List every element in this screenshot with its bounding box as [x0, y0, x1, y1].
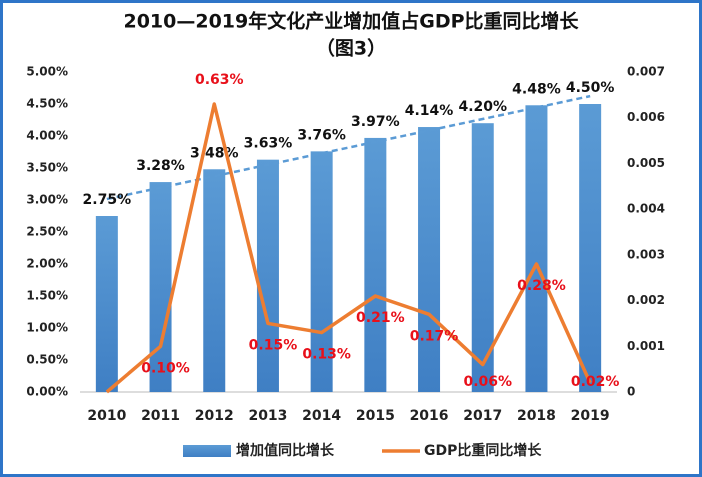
y-tick-label: 3.00% [26, 193, 68, 207]
x-tick-label: 2011 [141, 408, 180, 424]
bar-value-label: 4.48% [512, 81, 561, 97]
y2-tick-label: 0.001 [627, 339, 665, 353]
bar-value-label: 3.28% [136, 158, 185, 174]
x-tick-label: 2013 [248, 408, 287, 424]
bar-value-label: 4.20% [458, 99, 507, 115]
bar-value-label: 4.50% [566, 80, 615, 96]
line-value-label: 0.21% [356, 310, 405, 326]
line-value-label: 0.13% [302, 347, 351, 363]
bar [203, 169, 226, 392]
x-tick-label: 2019 [571, 408, 610, 424]
y-tick-label: 5.00% [26, 65, 68, 79]
y2-tick-label: 0.006 [627, 110, 665, 124]
y-tick-label: 1.50% [26, 289, 68, 303]
y2-tick-label: 0.005 [627, 156, 665, 170]
x-tick-label: 2017 [463, 408, 502, 424]
bar-value-label: 2.75% [83, 192, 132, 208]
line-value-label: 0.63% [195, 72, 244, 88]
x-tick-label: 2015 [356, 408, 395, 424]
line [105, 102, 592, 394]
x-tick-label: 2018 [517, 408, 556, 424]
y2-tick-label: 0 [627, 385, 635, 399]
line-value-label: 0.10% [141, 360, 190, 376]
bar [418, 127, 441, 392]
y2-tick-label: 0.002 [627, 293, 665, 307]
chart-title: 2010—2019年文化产业增加值占GDP比重同比增长 [123, 10, 579, 33]
line-value-label: 0.02% [571, 374, 620, 390]
y-tick-label: 2.50% [26, 225, 68, 239]
bar [149, 182, 172, 392]
y-tick-label: 3.50% [26, 161, 68, 175]
legend-swatch [183, 445, 231, 457]
line-value-label: 0.17% [410, 328, 459, 344]
y2-tick-label: 0.007 [627, 65, 665, 79]
bar [364, 137, 387, 392]
line-value-label: 0.28% [517, 278, 566, 294]
line-value-label: 0.06% [463, 374, 512, 390]
y-tick-label: 2.00% [26, 257, 68, 271]
x-tick-label: 2010 [87, 408, 126, 424]
line-value-label: 0.15% [249, 337, 298, 353]
bar [95, 216, 118, 392]
y2-tick-label: 0.004 [627, 202, 665, 216]
bar [471, 123, 494, 392]
bar [256, 159, 279, 392]
bar-value-label: 3.63% [244, 136, 293, 152]
bar [579, 104, 602, 392]
y-tick-label: 4.00% [26, 129, 68, 143]
bar-value-label: 4.14% [405, 103, 454, 119]
y-tick-label: 0.50% [26, 353, 68, 367]
bar-value-label: 3.76% [297, 127, 346, 143]
y2-tick-label: 0.003 [627, 247, 665, 261]
y-tick-label: 0.00% [26, 385, 68, 399]
bar-value-label: 3.48% [190, 145, 239, 161]
bar-value-label: 3.97% [351, 114, 400, 130]
trendline [106, 94, 591, 201]
x-tick-label: 2012 [195, 408, 234, 424]
legend-label: 增加值同比增长 [236, 442, 335, 459]
bar [525, 105, 548, 392]
legend-label: GDP比重同比增长 [424, 442, 542, 459]
x-tick-label: 2014 [302, 408, 341, 424]
y-tick-label: 1.00% [26, 321, 68, 335]
chart-subtitle: （图3） [316, 37, 386, 60]
x-tick-label: 2016 [410, 408, 449, 424]
y-tick-label: 4.50% [26, 97, 68, 111]
